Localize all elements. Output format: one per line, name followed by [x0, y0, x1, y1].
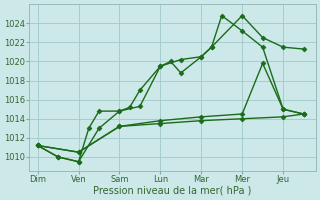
X-axis label: Pression niveau de la mer( hPa ): Pression niveau de la mer( hPa ) — [93, 186, 252, 196]
